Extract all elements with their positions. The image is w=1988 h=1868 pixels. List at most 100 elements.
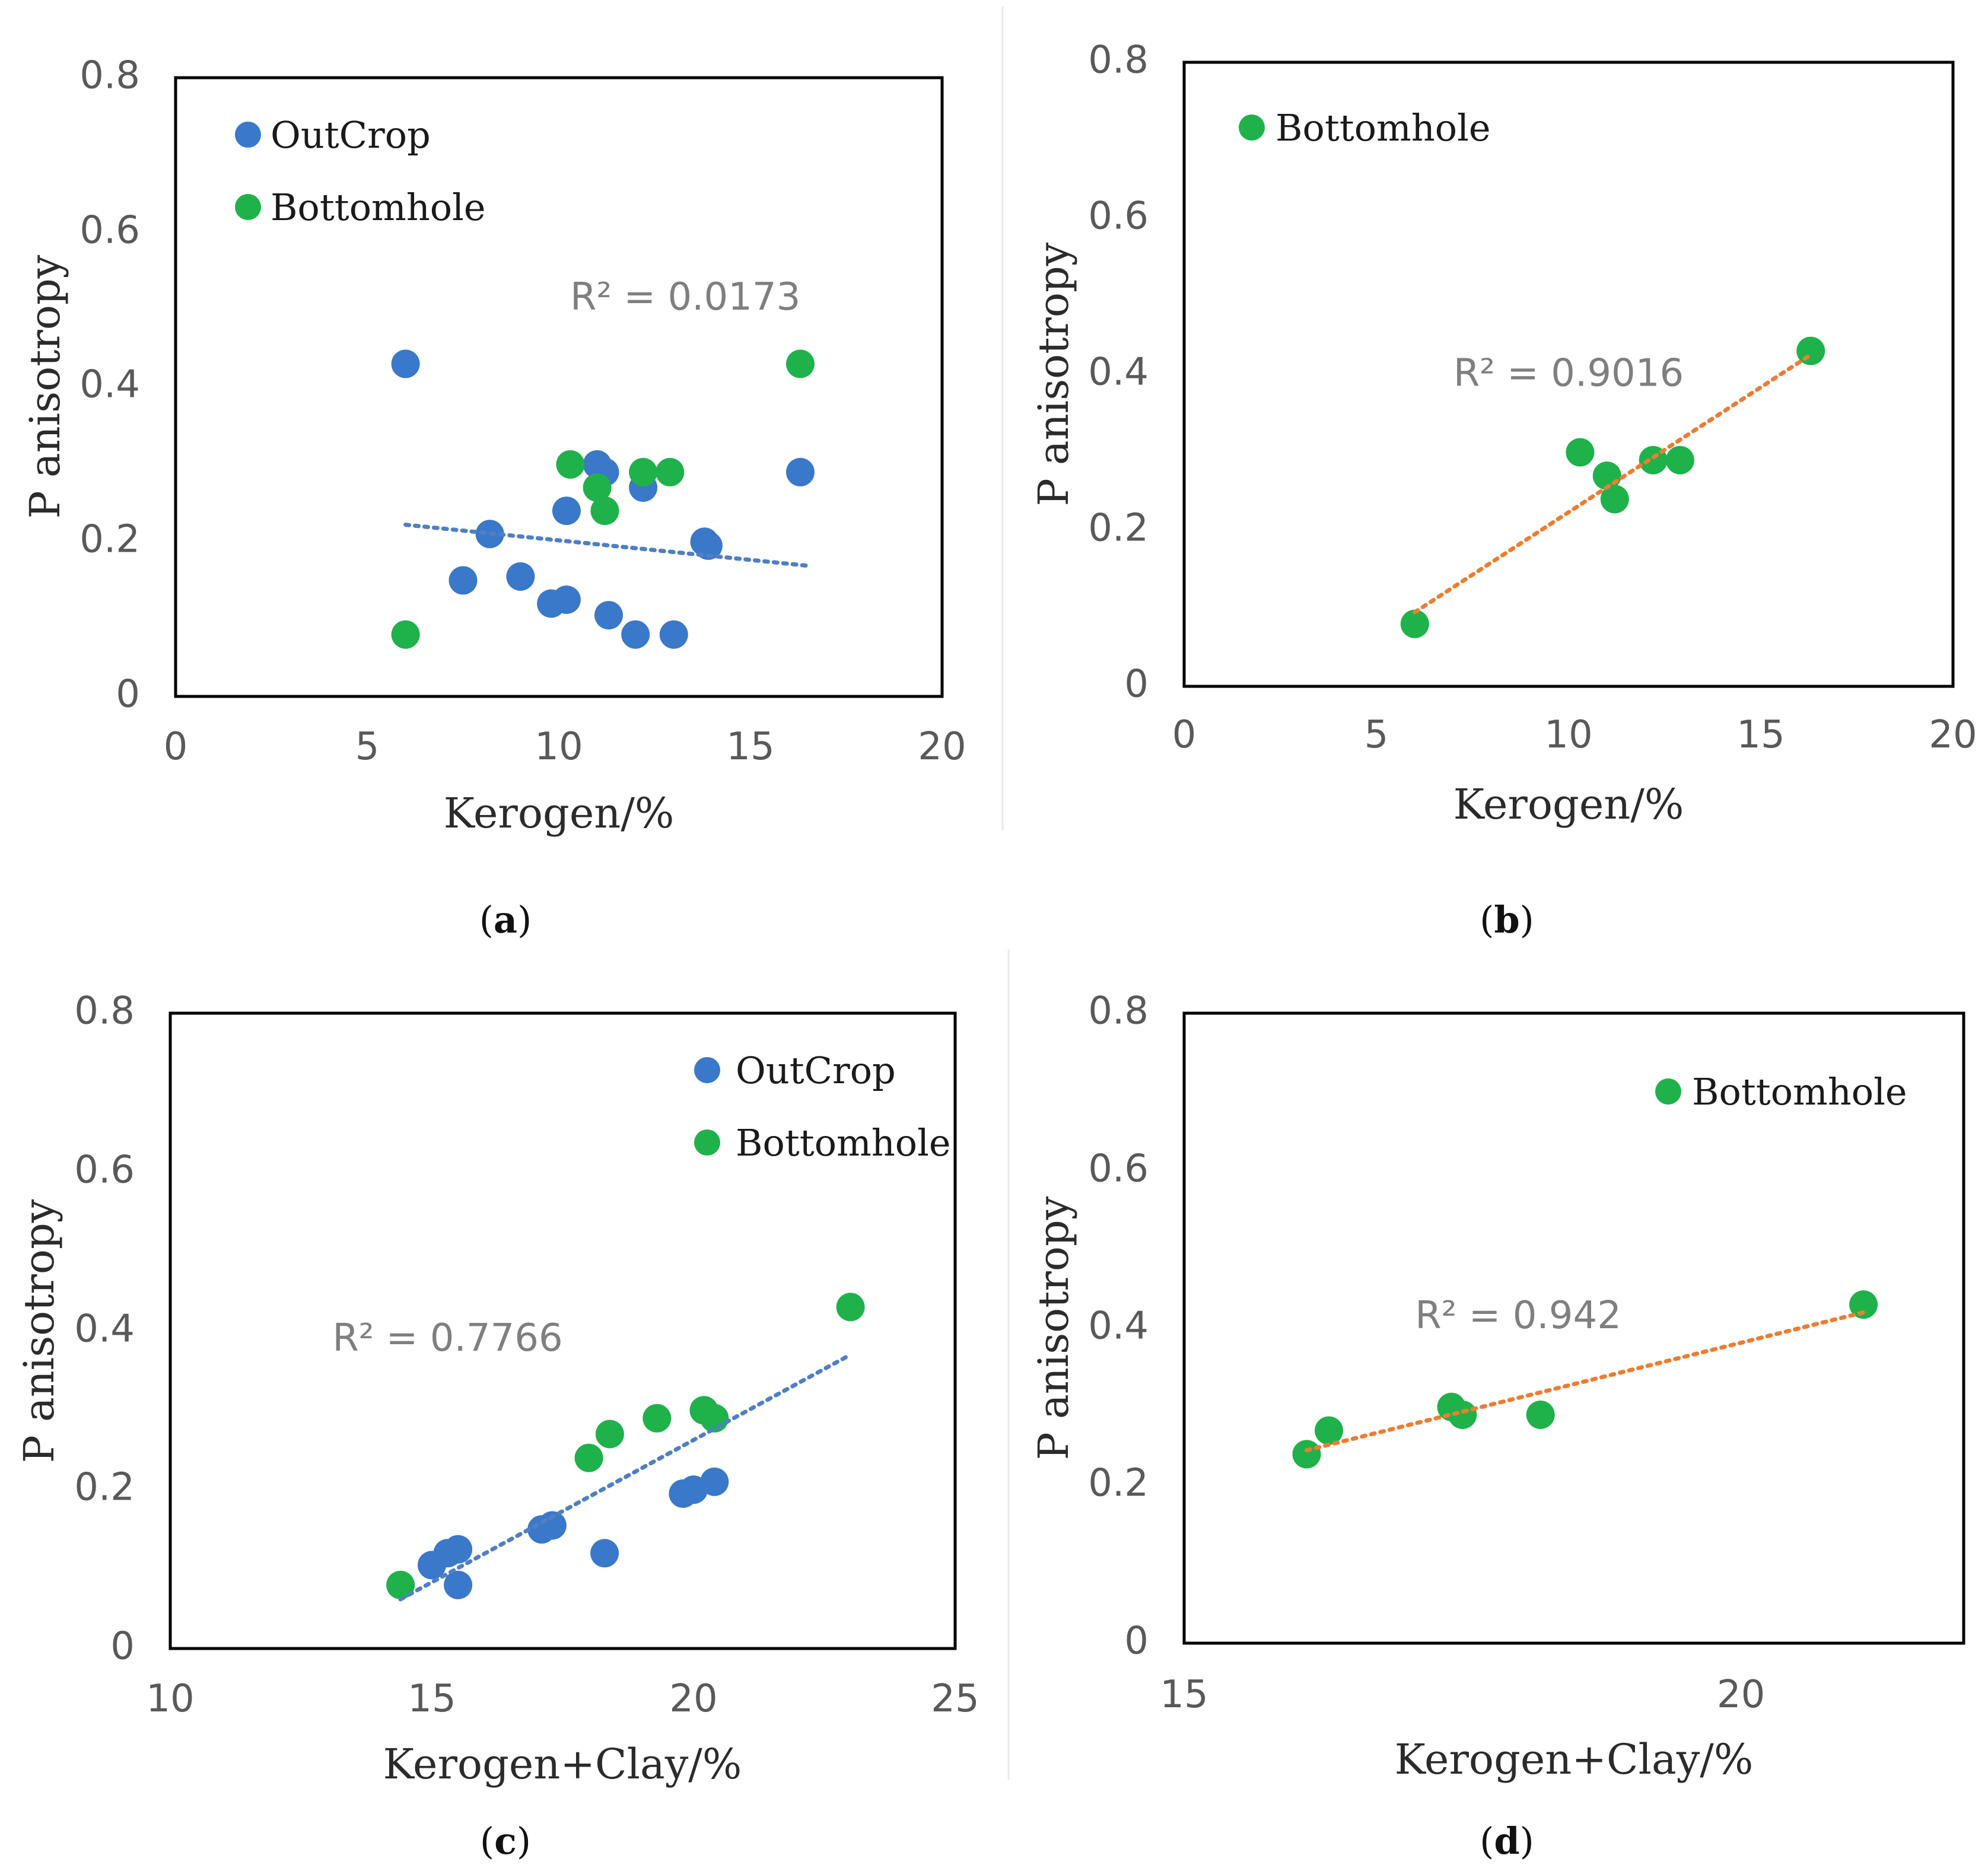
y-tick-c-2: 0.4 bbox=[74, 1307, 135, 1351]
point-a-bottomhole-6 bbox=[786, 349, 815, 378]
legend-label-a-outcrop: OutCrop bbox=[271, 113, 431, 157]
caption-b: (b) bbox=[1480, 898, 1534, 941]
legend-marker-b-bottomhole bbox=[1239, 114, 1265, 141]
plot-area-c bbox=[168, 1011, 957, 1650]
plot-area-a bbox=[174, 76, 944, 698]
y-tick-c-3: 0.6 bbox=[74, 1148, 135, 1192]
y-tick-a-1: 0.2 bbox=[79, 518, 140, 562]
x-tick-b-3: 15 bbox=[1736, 713, 1785, 757]
marks-b: R² = 0.9016 bbox=[1400, 336, 1825, 638]
y-tick-a-3: 0.6 bbox=[79, 209, 140, 253]
x-axis-title-c: Kerogen+Clay/% bbox=[383, 1740, 742, 1789]
legend-marker-c-bottomhole bbox=[694, 1129, 720, 1156]
y-tick-a-0: 0 bbox=[116, 673, 140, 717]
trendline-b bbox=[1413, 352, 1813, 615]
x-tick-c-0: 10 bbox=[146, 1677, 194, 1721]
point-c-bottomhole-6 bbox=[836, 1293, 865, 1322]
point-c-bottomhole-1 bbox=[574, 1443, 603, 1472]
caption-a: (a) bbox=[479, 898, 532, 941]
marks-a: R² = 0.0173 bbox=[391, 275, 815, 649]
point-c-outcrop-6 bbox=[590, 1539, 619, 1568]
legend-label-d-bottomhole: Bottomhole bbox=[1692, 1070, 1907, 1113]
plot-area-d bbox=[1182, 1011, 1965, 1645]
point-c-outcrop-9 bbox=[700, 1467, 729, 1496]
point-a-bottomhole-4 bbox=[629, 457, 658, 486]
legend-marker-d-bottomhole bbox=[1655, 1078, 1681, 1105]
x-ticks-c: 10 15 20 25 bbox=[146, 1677, 979, 1721]
point-c-bottomhole-0 bbox=[386, 1570, 415, 1599]
y-tick-b-4: 0.8 bbox=[1088, 39, 1149, 82]
point-c-bottomhole-5 bbox=[700, 1404, 729, 1433]
point-a-outcrop-11 bbox=[621, 620, 650, 649]
y-axis-title-a: P anisotropy bbox=[21, 254, 69, 518]
point-b-bottomhole-0 bbox=[1400, 609, 1429, 638]
y-tick-b-0: 0 bbox=[1124, 663, 1149, 707]
y-tick-b-2: 0.4 bbox=[1088, 351, 1149, 394]
r2-label-c: R² = 0.7766 bbox=[332, 1316, 562, 1360]
y-tick-d-1: 0.2 bbox=[1088, 1462, 1149, 1506]
marks-d: R² = 0.942 bbox=[1292, 1290, 1878, 1469]
point-c-outcrop-2 bbox=[444, 1535, 473, 1564]
trendline-d bbox=[1305, 1310, 1866, 1453]
point-d-bottomhole-3 bbox=[1448, 1401, 1477, 1429]
x-tick-c-2: 20 bbox=[669, 1677, 717, 1721]
point-d-bottomhole-1 bbox=[1315, 1416, 1343, 1445]
caption-letter-a: a bbox=[494, 898, 517, 941]
y-tick-d-3: 0.6 bbox=[1088, 1147, 1149, 1191]
y-tick-c-1: 0.2 bbox=[74, 1466, 135, 1510]
plot-area-b bbox=[1182, 61, 1955, 688]
point-c-bottomhole-2 bbox=[595, 1420, 624, 1449]
x-tick-c-3: 25 bbox=[931, 1677, 979, 1721]
x-axis-title-b: Kerogen/% bbox=[1453, 780, 1684, 829]
x-tick-a-3: 15 bbox=[726, 725, 774, 769]
y-tick-a-2: 0.4 bbox=[79, 363, 140, 407]
trendline-c bbox=[398, 1353, 853, 1602]
y-tick-c-4: 0.8 bbox=[74, 989, 135, 1033]
point-b-bottomhole-1 bbox=[1566, 438, 1595, 467]
point-a-bottomhole-2 bbox=[583, 473, 612, 502]
legend-label-a-bottomhole: Bottomhole bbox=[271, 186, 486, 229]
legend-d: Bottomhole bbox=[1655, 1070, 1907, 1113]
point-a-bottomhole-0 bbox=[391, 620, 420, 649]
legend-marker-c-outcrop bbox=[694, 1057, 720, 1083]
point-a-outcrop-2 bbox=[449, 566, 478, 595]
y-tick-d-4: 0.8 bbox=[1088, 989, 1149, 1033]
panel-d: R² = 0.942 0 0.2 0.4 0.6 0.8 15 20 Kerog… bbox=[1029, 989, 1965, 1863]
x-ticks-a: 0 5 10 15 20 bbox=[164, 725, 966, 769]
point-d-bottomhole-5 bbox=[1849, 1290, 1878, 1319]
x-ticks-d: 15 20 bbox=[1160, 1673, 1765, 1717]
point-b-bottomhole-3 bbox=[1600, 485, 1629, 514]
legend-label-c-bottomhole: Bottomhole bbox=[736, 1121, 951, 1164]
x-tick-d-1: 20 bbox=[1717, 1673, 1765, 1717]
point-a-outcrop-12 bbox=[659, 620, 688, 649]
x-tick-a-2: 10 bbox=[535, 725, 583, 769]
legend-b: Bottomhole bbox=[1239, 106, 1491, 149]
caption-letter-b: b bbox=[1494, 898, 1519, 941]
y-axis-title-c: P anisotropy bbox=[15, 1199, 63, 1463]
x-tick-a-1: 5 bbox=[355, 725, 380, 769]
panel-a: R² = 0.0173 0 0.2 0.4 0.6 0.8 0 5 10 15 … bbox=[21, 54, 966, 941]
point-b-bottomhole-5 bbox=[1665, 445, 1694, 475]
point-a-outcrop-15 bbox=[786, 457, 815, 486]
caption-letter-d: d bbox=[1494, 1819, 1519, 1863]
marks-c: R² = 0.7766 bbox=[332, 1293, 865, 1602]
point-a-outcrop-0 bbox=[391, 349, 420, 378]
y-axis-title-b: P anisotropy bbox=[1029, 242, 1078, 506]
point-a-outcrop-7 bbox=[594, 601, 623, 630]
r2-label-b: R² = 0.9016 bbox=[1453, 352, 1684, 396]
point-a-outcrop-5 bbox=[552, 585, 581, 614]
x-tick-b-4: 20 bbox=[1929, 713, 1977, 757]
r2-label-a: R² = 0.0173 bbox=[570, 275, 800, 319]
x-tick-c-1: 15 bbox=[408, 1677, 456, 1721]
point-d-bottomhole-0 bbox=[1292, 1440, 1321, 1469]
legend-c: OutCrop Bottomhole bbox=[694, 1049, 951, 1164]
panel-c: R² = 0.7766 0 0.2 0.4 0.6 0.8 10 15 20 2… bbox=[15, 989, 979, 1863]
x-axis-title-a: Kerogen/% bbox=[444, 789, 675, 838]
point-c-outcrop-3 bbox=[444, 1570, 473, 1599]
legend-marker-a-outcrop bbox=[235, 122, 261, 148]
x-tick-b-0: 0 bbox=[1172, 713, 1197, 757]
panel-b: R² = 0.9016 0 0.2 0.4 0.6 0.8 0 5 10 15 … bbox=[1029, 39, 1977, 941]
caption-c: (c) bbox=[480, 1819, 531, 1863]
x-tick-b-2: 10 bbox=[1544, 713, 1592, 757]
